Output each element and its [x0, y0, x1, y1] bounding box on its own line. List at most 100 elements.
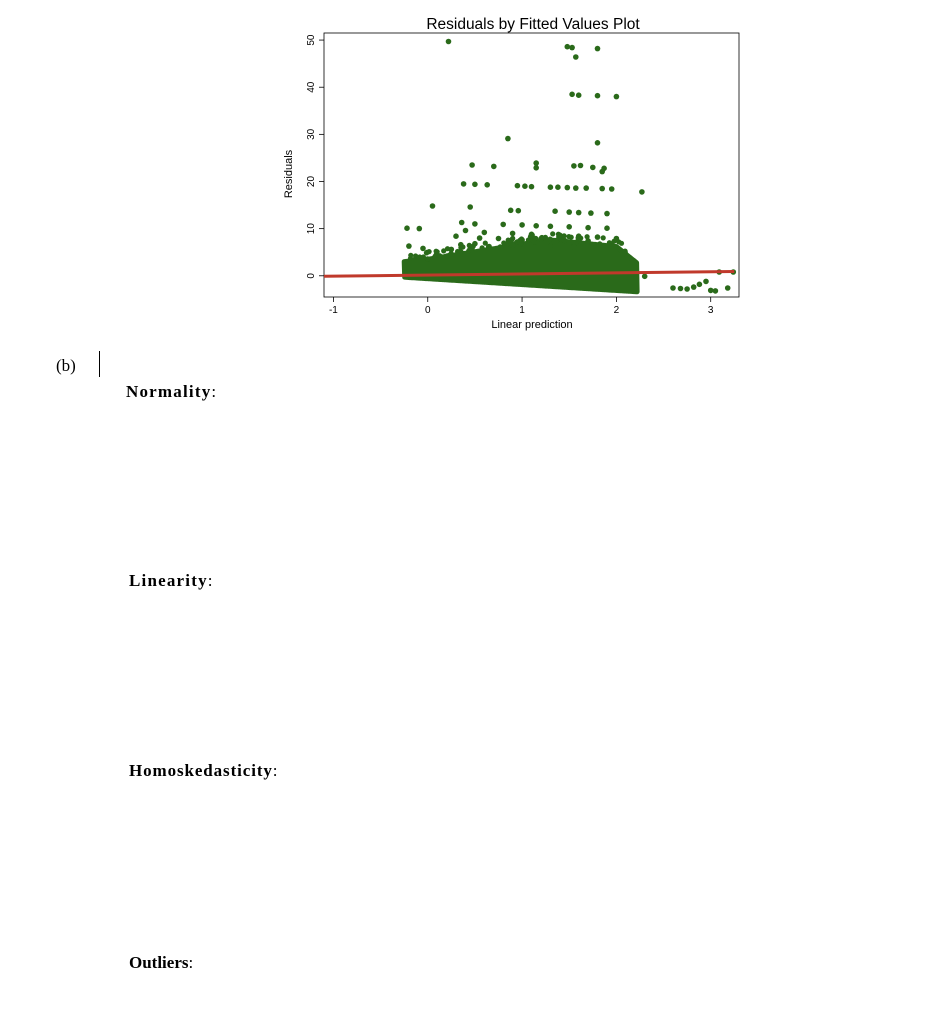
- data-point: [552, 208, 558, 214]
- data-point: [538, 236, 544, 242]
- data-point: [677, 285, 684, 292]
- data-point: [573, 54, 579, 60]
- cloud-point: [606, 240, 612, 246]
- y-tick-label: 40: [306, 81, 317, 93]
- cloud-point: [433, 248, 439, 254]
- x-tick-label: 0: [425, 305, 431, 316]
- data-point: [547, 184, 554, 190]
- data-point: [476, 235, 483, 241]
- data-point: [445, 38, 452, 45]
- data-point: [491, 163, 497, 170]
- question-part-label: (b): [56, 356, 76, 375]
- y-tick-label: 50: [306, 34, 317, 46]
- data-point: [453, 233, 459, 239]
- data-point: [583, 185, 589, 191]
- data-point: [703, 278, 709, 285]
- residuals-chart: Residuals by Fitted Values Plot -1 0 1 2 3 0 1…: [270, 8, 750, 338]
- data-point: [604, 210, 610, 217]
- data-point: [406, 243, 412, 249]
- data-point: [577, 162, 584, 169]
- data-point: [528, 183, 535, 190]
- data-point: [571, 244, 577, 250]
- data-point: [566, 224, 572, 230]
- x-tick-label: -1: [329, 305, 338, 316]
- cloud-point: [501, 240, 507, 246]
- data-point: [670, 285, 676, 291]
- data-point: [613, 235, 620, 242]
- normality-heading: Normality:: [126, 382, 217, 402]
- data-point: [566, 209, 572, 215]
- cloud-point: [550, 231, 556, 237]
- data-point: [608, 186, 615, 192]
- data-point: [599, 185, 605, 192]
- data-point: [594, 92, 601, 99]
- data-point: [514, 182, 521, 189]
- cloud-point: [425, 256, 431, 262]
- data-point: [533, 223, 539, 229]
- homoskedasticity-heading: Homoskedasticity:: [129, 761, 278, 781]
- cloud-point: [561, 233, 567, 239]
- cloud-point: [547, 236, 553, 242]
- cloud-point: [525, 237, 531, 243]
- cloud-point: [423, 250, 429, 256]
- cloud-point: [441, 248, 447, 254]
- data-point: [575, 209, 582, 216]
- data-point: [509, 230, 516, 237]
- data-point: [604, 225, 610, 231]
- data-point: [594, 140, 601, 146]
- data-point: [472, 181, 478, 188]
- cloud-point: [448, 250, 454, 256]
- linearity-heading: Linearity:: [129, 571, 214, 591]
- cloud-point: [497, 244, 503, 250]
- y-tick-label: 20: [306, 176, 317, 188]
- data-point: [585, 238, 591, 244]
- data-point: [575, 92, 582, 98]
- data-point: [569, 44, 575, 51]
- y-tick-label: 30: [306, 128, 317, 140]
- data-point: [505, 135, 511, 142]
- data-point: [472, 221, 478, 227]
- text-cursor: [99, 351, 100, 377]
- x-tick-label: 1: [519, 305, 525, 316]
- data-point: [594, 234, 601, 240]
- data-point: [724, 285, 731, 291]
- cloud-point: [417, 254, 423, 260]
- cloud-point: [443, 253, 449, 259]
- y-tick-label: 0: [306, 273, 317, 279]
- cloud-point: [482, 240, 488, 246]
- data-point: [639, 189, 645, 195]
- data-point: [564, 184, 571, 191]
- data-point: [460, 181, 467, 187]
- data-point: [547, 243, 554, 249]
- linearity-colon: :: [207, 571, 214, 590]
- data-point: [590, 164, 596, 171]
- data-point: [641, 273, 648, 280]
- data-point: [458, 219, 465, 226]
- data-point: [519, 237, 525, 243]
- outliers-colon: :: [188, 953, 194, 972]
- cloud-point: [466, 247, 473, 253]
- normality-label: Normality: [126, 382, 212, 401]
- data-point: [696, 281, 703, 288]
- data-point: [528, 231, 535, 238]
- data-point: [547, 223, 554, 230]
- x-tick-label: 3: [708, 305, 714, 316]
- data-point: [484, 182, 490, 188]
- cloud-point: [510, 235, 516, 241]
- data-point: [585, 224, 591, 231]
- data-point: [515, 207, 522, 214]
- y-axis-label: Residuals: [283, 149, 295, 198]
- data-point: [420, 245, 426, 252]
- data-point: [575, 233, 582, 239]
- data-point: [467, 204, 473, 210]
- cloud-point: [413, 253, 419, 259]
- cloud-point: [584, 234, 590, 240]
- data-point: [458, 241, 464, 248]
- homoskedasticity-label: Homoskedasticity: [129, 761, 273, 780]
- data-point: [707, 287, 714, 294]
- outliers-heading: Outliers:: [129, 953, 193, 973]
- x-axis-label: Linear prediction: [491, 319, 572, 331]
- data-point: [522, 183, 528, 189]
- x-tick-label: 2: [614, 305, 620, 316]
- data-point: [555, 184, 561, 190]
